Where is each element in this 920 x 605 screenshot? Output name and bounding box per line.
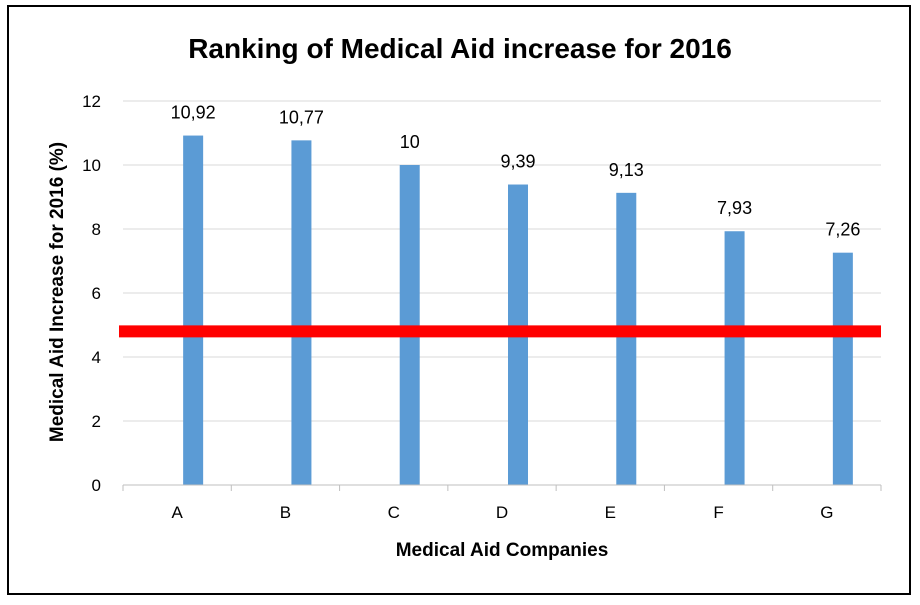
data-label: 10,77 <box>279 107 324 127</box>
x-tick-label: B <box>280 503 291 522</box>
bar <box>724 231 745 485</box>
bar <box>183 135 204 485</box>
bar <box>291 140 312 486</box>
gridlines <box>123 100 881 422</box>
data-label: 7,26 <box>825 220 860 240</box>
data-label: 9,39 <box>500 152 535 172</box>
y-axis-ticks: 0 2 4 6 8 10 12 <box>82 92 101 495</box>
x-tick-label: C <box>388 503 400 522</box>
y-tick-label: 4 <box>92 348 101 367</box>
y-tick-label: 12 <box>82 92 101 111</box>
data-label: 9,13 <box>609 160 644 180</box>
y-tick-label: 6 <box>92 284 101 303</box>
chart-title: Ranking of Medical Aid increase for 2016 <box>188 33 732 64</box>
bar <box>399 165 420 485</box>
data-labels: 10,92 10,77 10 9,39 9,13 7,93 7,26 <box>171 103 861 240</box>
y-axis-title: Medical Aid Increase for 2016 (%) <box>47 142 68 442</box>
x-tick-label: A <box>171 503 183 522</box>
bars <box>183 135 853 486</box>
x-axis-title: Medical Aid Companies <box>396 540 609 561</box>
bar <box>616 192 637 485</box>
data-label: 10,92 <box>171 103 216 123</box>
chart-frame <box>7 5 911 595</box>
bar <box>832 252 853 485</box>
y-tick-label: 8 <box>92 220 101 239</box>
x-tick-label: E <box>605 503 616 522</box>
data-label: 7,93 <box>717 198 752 218</box>
x-tick-label: F <box>713 503 723 522</box>
x-tick-label: G <box>820 503 833 522</box>
y-tick-label: 0 <box>92 476 101 495</box>
data-label: 10 <box>400 132 420 152</box>
y-tick-label: 2 <box>92 412 101 431</box>
x-tick-label: D <box>496 503 508 522</box>
y-tick-label: 10 <box>82 156 101 175</box>
x-axis: A B C D E F G <box>122 484 882 522</box>
